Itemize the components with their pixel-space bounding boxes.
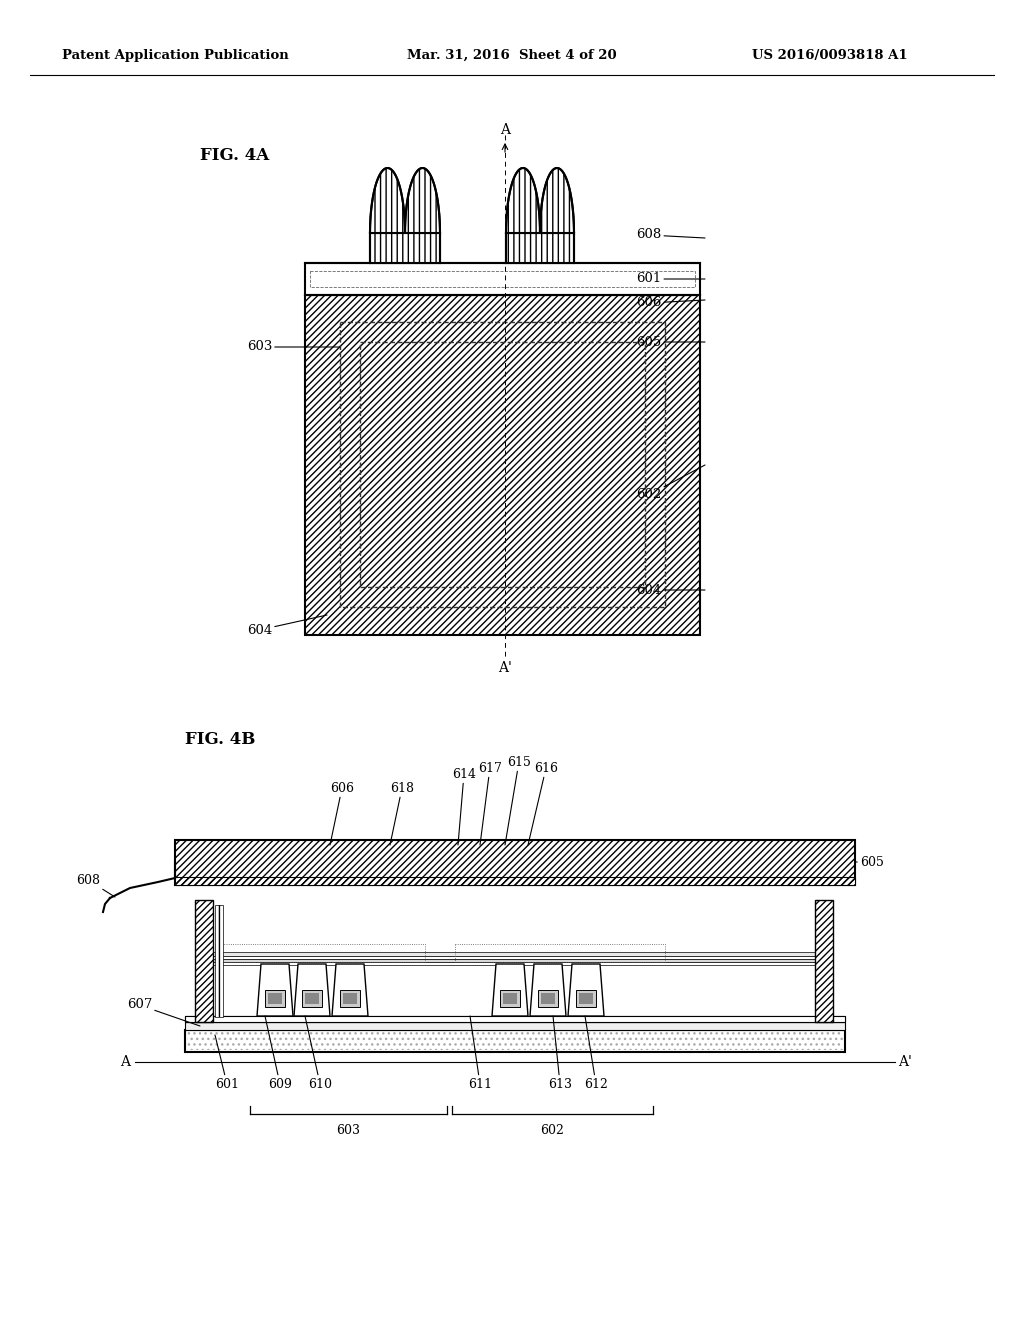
Text: 608: 608 [76,874,115,898]
Text: 607: 607 [127,998,200,1026]
Text: 604: 604 [247,615,327,636]
Bar [506,234,574,263]
Bar [506,234,574,263]
Bar [195,900,213,1022]
Bar [305,263,700,294]
Bar [215,944,425,962]
Bar [340,322,665,607]
Text: 601: 601 [636,272,705,285]
Bar [175,876,855,884]
Bar [175,876,855,884]
Text: 608: 608 [636,228,705,242]
Polygon shape [332,964,368,1016]
Bar [455,944,665,962]
Text: 601: 601 [215,1035,239,1090]
Bar [215,906,223,1016]
Text: 613: 613 [548,1016,572,1090]
Bar [185,1016,845,1022]
Text: 615: 615 [505,755,530,845]
Bar [503,993,517,1005]
Text: 612: 612 [584,1016,608,1090]
Bar [302,990,322,1007]
Bar [205,962,825,965]
Bar [370,234,440,263]
Polygon shape [506,168,574,234]
Polygon shape [492,964,528,1016]
Text: Patent Application Publication: Patent Application Publication [61,49,289,62]
Bar [305,993,319,1005]
Bar [370,234,440,263]
Text: 602: 602 [636,465,705,502]
Bar [340,990,360,1007]
Text: 614: 614 [452,767,476,845]
Bar [305,294,700,635]
Text: 618: 618 [390,781,414,845]
Polygon shape [257,964,293,1016]
Text: US 2016/0093818 A1: US 2016/0093818 A1 [753,49,908,62]
Text: 606: 606 [636,297,705,309]
Bar [815,900,833,1022]
Polygon shape [294,964,330,1016]
Bar [815,900,833,1022]
Text: A': A' [898,1055,912,1069]
Bar [187,1032,843,1049]
Bar [187,1032,843,1049]
Text: Mar. 31, 2016  Sheet 4 of 20: Mar. 31, 2016 Sheet 4 of 20 [408,49,616,62]
Bar [268,993,282,1005]
Bar [343,993,357,1005]
Bar [265,990,285,1007]
Text: 603: 603 [336,1123,360,1137]
Bar [360,342,645,587]
Text: 603: 603 [247,341,340,354]
Text: 616: 616 [528,762,558,845]
Polygon shape [568,964,604,1016]
Bar [185,1022,845,1030]
Bar [175,840,855,884]
Bar [195,900,213,1022]
Text: A: A [120,1055,130,1069]
Bar [205,952,825,956]
Text: 610: 610 [305,1016,332,1090]
Bar [185,1030,845,1052]
Text: 605: 605 [855,855,884,869]
Text: 605: 605 [636,335,705,348]
Bar [541,993,555,1005]
Bar [579,993,593,1005]
Bar [310,271,695,286]
Text: FIG. 4B: FIG. 4B [185,731,255,748]
Text: FIG. 4A: FIG. 4A [200,147,269,164]
Text: 617: 617 [478,762,502,845]
Bar [205,960,825,962]
Bar [175,840,855,884]
Text: A': A' [498,661,512,675]
Bar [185,1016,845,1022]
Bar [305,294,700,635]
Text: A: A [500,123,510,137]
Bar [575,990,596,1007]
Polygon shape [370,168,440,234]
Text: 606: 606 [330,781,354,845]
Text: 611: 611 [468,1016,492,1090]
Bar [538,990,558,1007]
Text: 609: 609 [265,1016,292,1090]
Bar [215,906,223,1016]
Bar [205,956,825,960]
Text: 604: 604 [636,583,705,597]
Bar [500,990,520,1007]
Text: 602: 602 [540,1123,564,1137]
Polygon shape [530,964,566,1016]
